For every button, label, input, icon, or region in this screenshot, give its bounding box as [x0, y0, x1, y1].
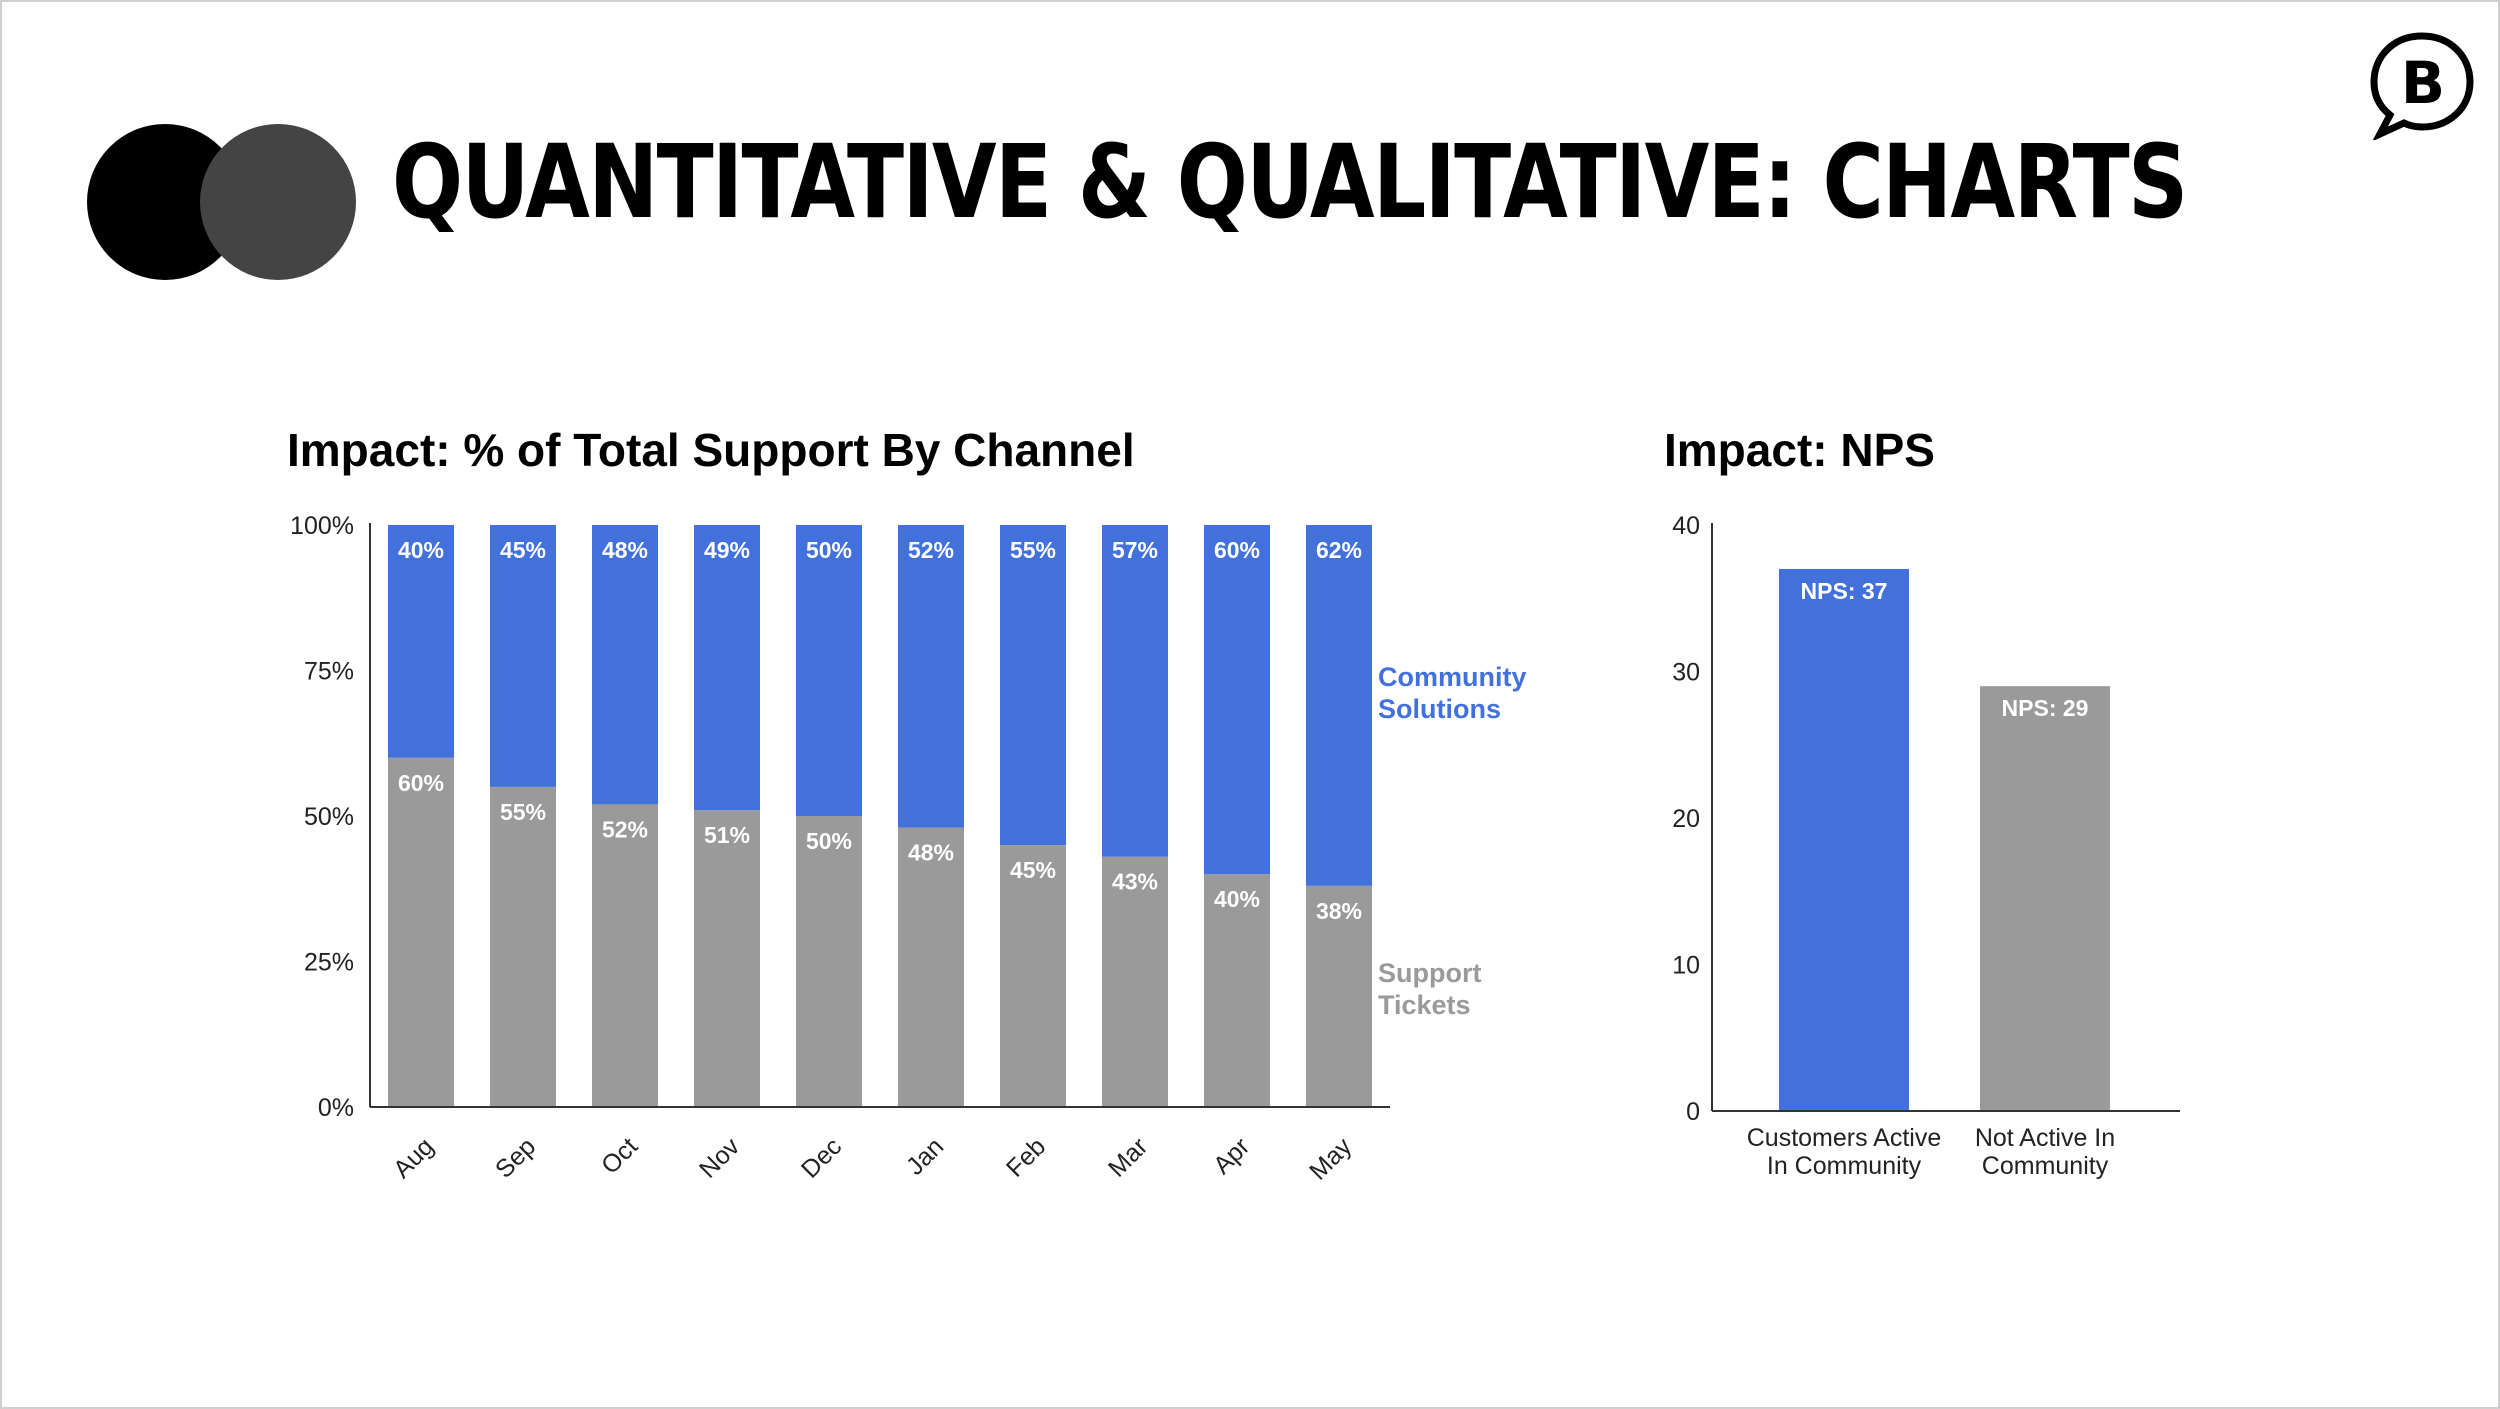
- data-label: 43%: [1112, 869, 1158, 895]
- data-label: 57%: [1112, 537, 1158, 563]
- bar-community-solutions-may: [1306, 525, 1372, 886]
- x-category-label: Not Active In: [1975, 1124, 2115, 1152]
- data-label: 49%: [704, 537, 750, 563]
- data-label: 48%: [908, 840, 954, 866]
- logo-letter: B: [2401, 49, 2445, 117]
- y-tick-label: 40: [1672, 512, 1700, 540]
- x-category-label: Community: [1982, 1152, 2109, 1180]
- bar-support-tickets-dec: [796, 816, 862, 1107]
- x-tick-label: Sep: [490, 1132, 541, 1183]
- x-tick-label: Aug: [388, 1132, 439, 1183]
- data-label: 51%: [704, 822, 750, 848]
- stacked-bar-chart: Impact: % of Total Support By Channel 0% 2…: [287, 424, 1527, 1186]
- bar-support-tickets-mar: [1102, 856, 1168, 1107]
- bar-support-tickets-sep: [490, 786, 556, 1107]
- bar-community-solutions-nov: [694, 525, 760, 811]
- x-tick-label: Oct: [596, 1132, 643, 1179]
- circle-gray-icon: [200, 124, 356, 280]
- data-label: 45%: [500, 537, 546, 563]
- y-tick-label: 0: [1686, 1098, 1700, 1126]
- x-tick-label: Dec: [796, 1132, 847, 1183]
- x-tick-label: Jan: [901, 1132, 949, 1180]
- y-tick-label: 100%: [290, 512, 354, 540]
- x-tick-label: Feb: [1001, 1132, 1051, 1182]
- data-label: 62%: [1316, 537, 1362, 563]
- bar-not-active: [1980, 686, 2110, 1111]
- speech-bubble-b-logo-icon: B: [2370, 32, 2474, 140]
- data-label: 50%: [806, 828, 852, 854]
- x-tick-label: Apr: [1208, 1132, 1255, 1179]
- bar-support-tickets-oct: [592, 804, 658, 1107]
- data-label: 48%: [602, 537, 648, 563]
- bar-support-tickets-apr: [1204, 874, 1270, 1107]
- legend-community-solutions: Community: [1378, 662, 1527, 692]
- data-label: 60%: [1214, 537, 1260, 563]
- x-category-label: In Community: [1767, 1152, 1922, 1180]
- data-label: 60%: [398, 770, 444, 796]
- data-label: 52%: [908, 537, 954, 563]
- y-tick-label: 30: [1672, 659, 1700, 687]
- legend-community-solutions: Solutions: [1378, 694, 1501, 724]
- bar-customers-active: [1779, 568, 1909, 1111]
- slide-title: QUANTITATIVE & QUALITATIVE: CHARTS: [392, 123, 2188, 242]
- bar-community-solutions-aug: [388, 525, 454, 758]
- data-label: NPS: 29: [2002, 695, 2089, 721]
- bar-community-solutions-sep: [490, 525, 556, 787]
- bar-community-solutions-feb: [1000, 525, 1066, 846]
- bar-community-solutions-jan: [898, 525, 964, 828]
- nps-bar-chart: Impact: NPS 0 10 20 30 40 NPS: 37 Customers Act…: [1664, 424, 2180, 1180]
- bar-community-solutions-oct: [592, 525, 658, 805]
- x-category-label: Customers Active: [1747, 1124, 1942, 1152]
- y-tick-label: 20: [1672, 805, 1700, 833]
- bar-support-tickets-nov: [694, 810, 760, 1107]
- legend-support-tickets: Tickets: [1378, 990, 1471, 1020]
- y-tick-label: 10: [1672, 952, 1700, 980]
- bar-support-tickets-feb: [1000, 845, 1066, 1107]
- y-tick-label: 25%: [304, 949, 354, 977]
- data-label: 40%: [398, 537, 444, 563]
- data-label: 55%: [1010, 537, 1056, 563]
- data-label: 50%: [806, 537, 852, 563]
- bar-community-solutions-mar: [1102, 525, 1168, 857]
- x-tick-label: Mar: [1103, 1132, 1153, 1182]
- chart-title: Impact: NPS: [1664, 424, 1935, 476]
- data-label: 40%: [1214, 886, 1260, 912]
- bar-support-tickets-aug: [388, 757, 454, 1107]
- y-tick-label: 75%: [304, 658, 354, 686]
- legend-support-tickets: Support: [1378, 958, 1481, 988]
- data-label: 45%: [1010, 857, 1056, 883]
- chart-title: Impact: % of Total Support By Channel: [287, 424, 1135, 476]
- data-label: NPS: 37: [1801, 578, 1888, 604]
- bar-support-tickets-may: [1306, 885, 1372, 1107]
- y-tick-label: 0%: [318, 1094, 354, 1122]
- data-label: 52%: [602, 816, 648, 842]
- x-tick-label: Nov: [694, 1132, 746, 1184]
- data-label: 38%: [1316, 898, 1362, 924]
- bar-community-solutions-apr: [1204, 525, 1270, 875]
- bar-support-tickets-jan: [898, 827, 964, 1107]
- x-tick-label: May: [1304, 1132, 1358, 1186]
- data-label: 55%: [500, 799, 546, 825]
- y-tick-label: 50%: [304, 803, 354, 831]
- bar-community-solutions-dec: [796, 525, 862, 816]
